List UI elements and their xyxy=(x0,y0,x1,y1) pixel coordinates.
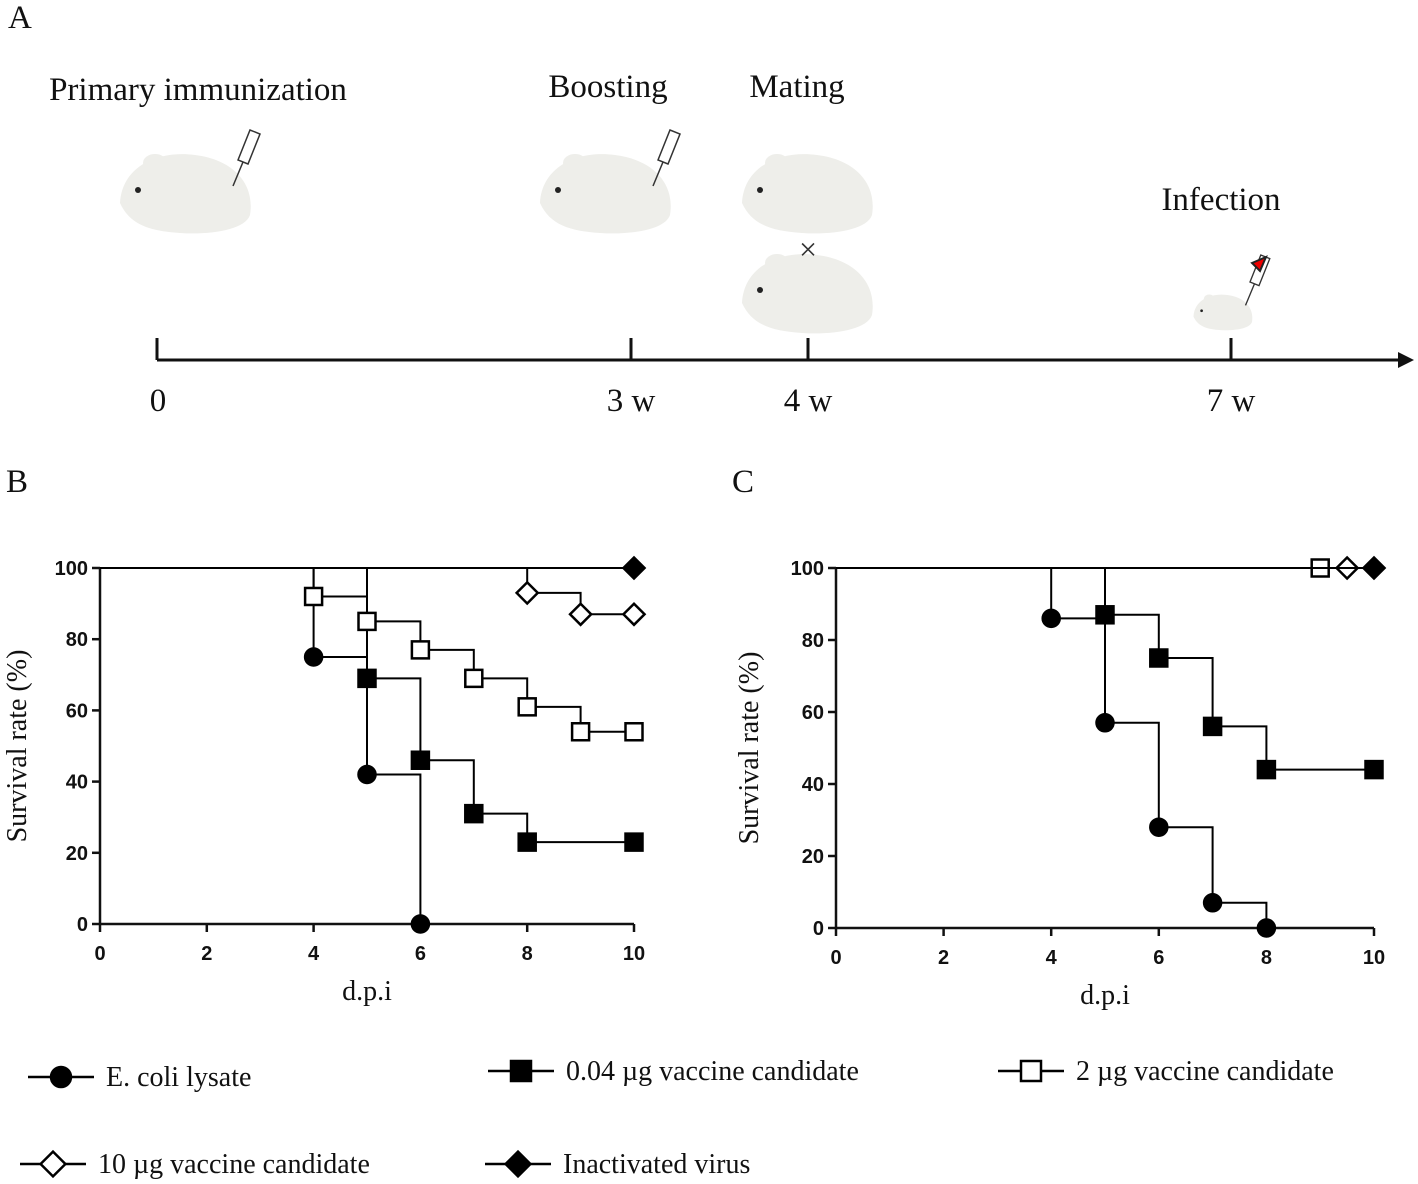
marker xyxy=(503,1149,533,1179)
y-tick-label: 60 xyxy=(66,700,88,722)
timeline-tick-label: 3 w xyxy=(607,383,656,419)
legend-label: E. coli lysate xyxy=(106,1062,251,1093)
y-tick-label: 0 xyxy=(813,918,824,940)
survival-curve xyxy=(836,567,1268,928)
y-tick-label: 100 xyxy=(55,558,88,580)
marker xyxy=(357,611,377,632)
y-tick-label: 20 xyxy=(802,846,824,868)
x-tick-label: 8 xyxy=(522,943,533,965)
timeline-tick-label: 0 xyxy=(150,383,167,419)
marker xyxy=(1095,713,1115,733)
marker xyxy=(509,1059,533,1083)
x-tick-label: 4 xyxy=(308,943,320,965)
plot: 0 20 40 60 80 100 0 2 4 6 8 10 d.p.i Survival rate (%… xyxy=(2,555,647,1007)
marker xyxy=(410,640,431,660)
plot: 0 20 40 60 80 100 0 2 4 6 8 10 d.p.i Survival rate (%… xyxy=(734,555,1387,1011)
marker xyxy=(1256,759,1277,780)
marker xyxy=(38,1149,68,1179)
svg-text:×: × xyxy=(799,231,817,267)
marker xyxy=(517,832,537,852)
marker xyxy=(357,764,377,785)
event-label: Infection xyxy=(1161,182,1280,218)
x-tick-label: 6 xyxy=(415,943,426,965)
marker xyxy=(357,668,377,689)
marker xyxy=(1041,608,1061,629)
survival-curve xyxy=(836,567,1374,771)
panel-label: B xyxy=(6,464,28,500)
x-tick-label: 6 xyxy=(1153,947,1164,969)
marker xyxy=(1361,555,1387,581)
marker xyxy=(624,832,644,852)
panel-label: A xyxy=(8,0,32,36)
y-tick-label: 60 xyxy=(802,702,824,724)
timeline-tick-label: 7 w xyxy=(1207,383,1256,419)
marker xyxy=(303,647,324,667)
marker xyxy=(1256,918,1277,938)
marker xyxy=(410,914,431,934)
x-axis-label: d.p.i xyxy=(342,976,392,1007)
legend-label: 0.04 µg vaccine candidate xyxy=(566,1056,859,1087)
marker xyxy=(410,750,431,770)
y-axis-label: Survival rate (%) xyxy=(734,652,765,845)
x-tick-label: 0 xyxy=(94,943,105,965)
marker xyxy=(1095,605,1115,625)
x-tick-label: 4 xyxy=(1046,947,1058,969)
x-tick-label: 2 xyxy=(201,943,212,965)
marker xyxy=(568,601,593,627)
event-label: Boosting xyxy=(548,69,667,105)
y-tick-label: 80 xyxy=(66,629,88,651)
x-tick-label: 10 xyxy=(1363,947,1385,969)
y-tick-label: 80 xyxy=(802,630,824,652)
illustration: × xyxy=(102,129,1271,340)
marker xyxy=(1019,1059,1043,1083)
marker xyxy=(464,668,484,689)
marker xyxy=(1364,759,1384,780)
marker xyxy=(303,586,324,607)
marker xyxy=(1149,817,1169,837)
marker xyxy=(1202,893,1223,913)
timeline-arrow xyxy=(1398,352,1414,368)
event-label: Mating xyxy=(749,69,844,105)
x-tick-label: 2 xyxy=(938,947,949,969)
marker xyxy=(621,555,647,581)
y-tick-label: 100 xyxy=(791,558,824,580)
marker xyxy=(621,601,647,627)
marker xyxy=(464,803,484,824)
y-tick-label: 0 xyxy=(77,914,88,936)
marker xyxy=(517,697,537,717)
legend-label: 2 µg vaccine candidate xyxy=(1076,1056,1334,1087)
marker xyxy=(570,722,591,742)
panel-label: C xyxy=(732,464,754,500)
x-tick-label: 10 xyxy=(623,943,645,965)
legend-label: Inactivated virus xyxy=(563,1149,750,1180)
x-tick-label: 8 xyxy=(1261,947,1272,969)
event-label: Primary immunization xyxy=(49,72,347,108)
y-tick-label: 40 xyxy=(66,772,88,794)
timeline-tick-label: 4 w xyxy=(784,383,833,419)
legend-label: 10 µg vaccine candidate xyxy=(98,1149,370,1180)
timeline: 0 Primary immunization 3 w Boosting 4 w Matin… xyxy=(49,69,1414,419)
y-tick-label: 20 xyxy=(66,843,88,865)
marker xyxy=(1202,716,1223,737)
marker xyxy=(514,580,540,606)
marker xyxy=(624,722,644,742)
x-tick-label: 0 xyxy=(830,947,841,969)
marker xyxy=(49,1065,73,1089)
marker xyxy=(1149,648,1169,668)
y-tick-label: 40 xyxy=(802,774,824,796)
y-axis-label: Survival rate (%) xyxy=(2,650,33,843)
x-axis-label: d.p.i xyxy=(1080,980,1130,1011)
